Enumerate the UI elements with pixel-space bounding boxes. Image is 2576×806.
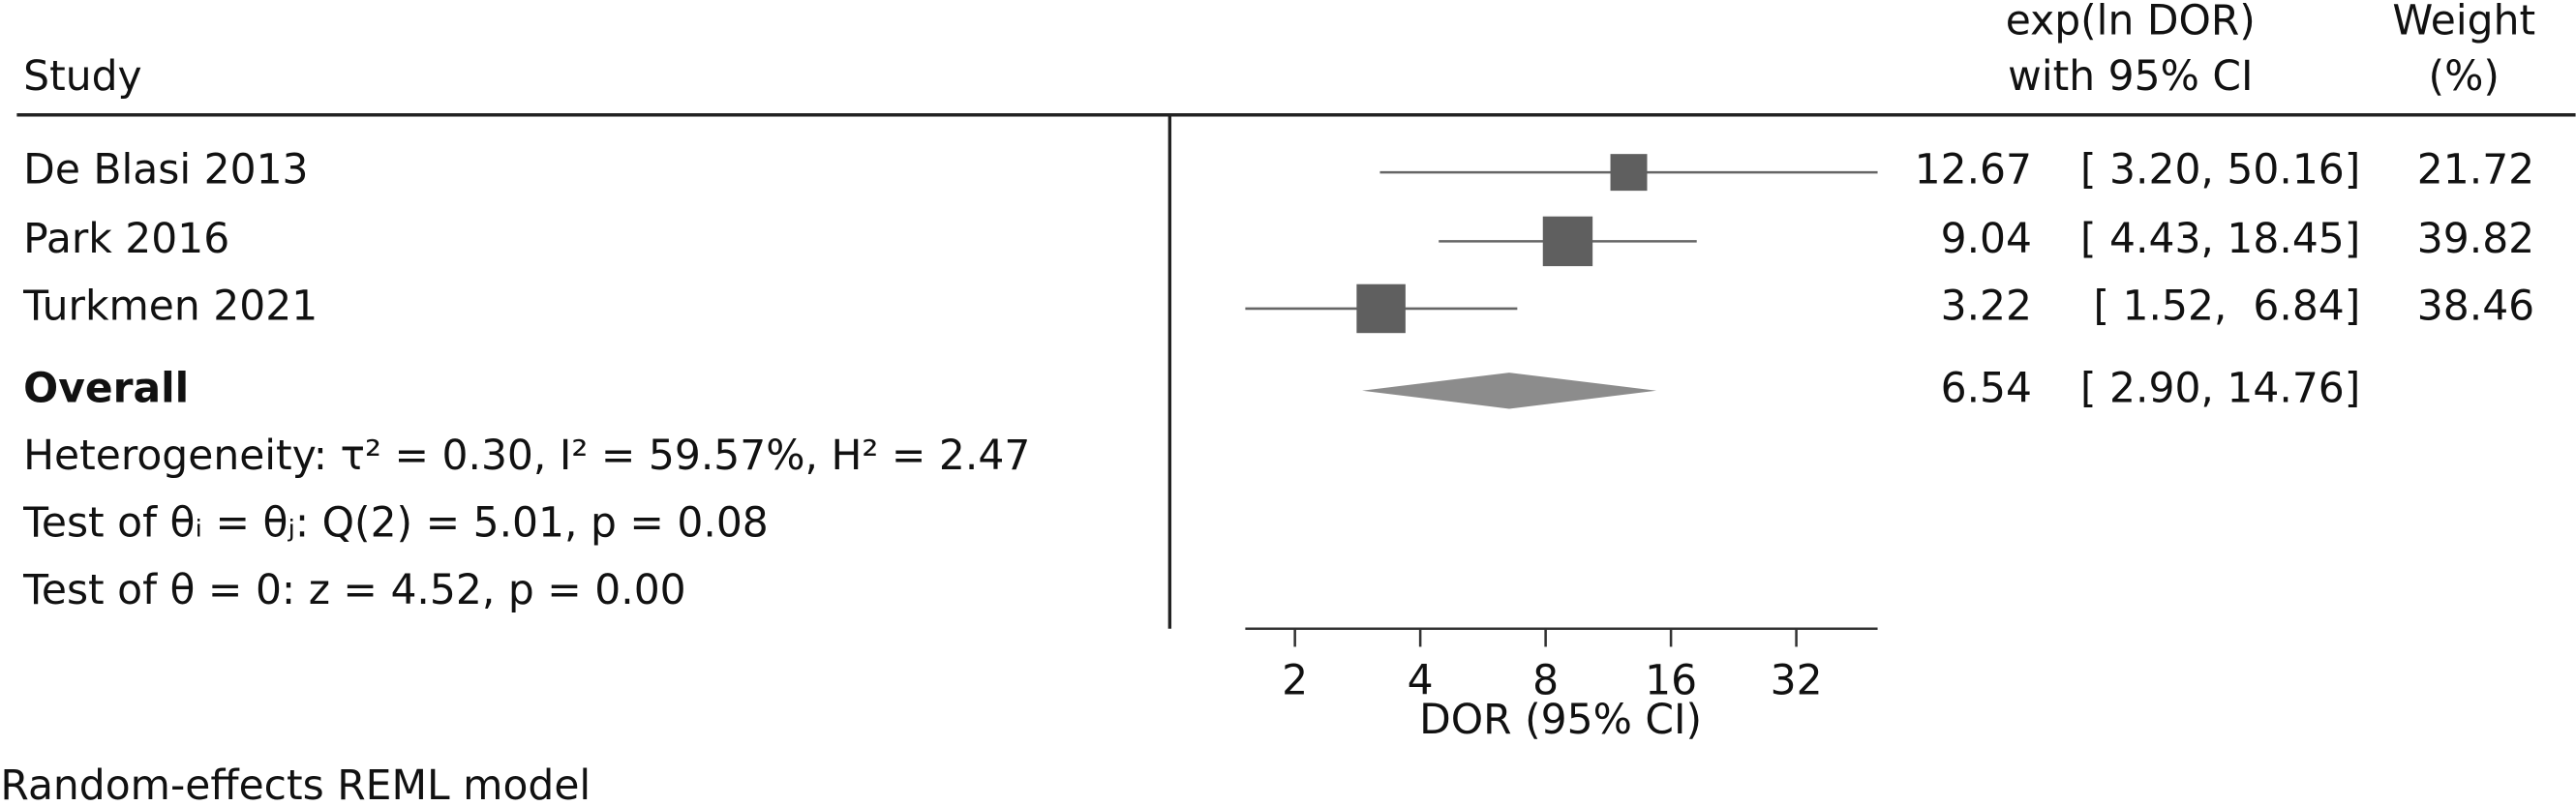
header-study: Study xyxy=(23,53,141,101)
study-label: Park 2016 xyxy=(23,216,229,263)
ci-label: [ 4.43, 18.45] xyxy=(2080,216,2360,263)
header-effect: exp(ln DOR) xyxy=(2006,0,2256,45)
overall-diamond xyxy=(1362,373,1657,409)
overall-ci: [ 2.90, 14.76] xyxy=(2080,365,2360,412)
estimate: 12.67 xyxy=(1915,147,2032,194)
x-tick-label: 4 xyxy=(1408,657,1434,704)
weight: 39.82 xyxy=(2417,216,2534,263)
test-note: Test of θ = 0: z = 4.52, p = 0.00 xyxy=(22,567,685,614)
x-axis-label: DOR (95% CI) xyxy=(1419,697,1702,744)
footnote: Random-effects REML model xyxy=(0,762,591,806)
weight: 38.46 xyxy=(2417,283,2534,330)
study-label: Turkmen 2021 xyxy=(22,283,318,330)
weight-square xyxy=(1610,154,1648,192)
estimate: 9.04 xyxy=(1941,216,2032,263)
test-note: Test of θᵢ = θⱼ: Q(2) = 5.01, p = 0.08 xyxy=(22,499,769,547)
x-tick-label: 2 xyxy=(1282,657,1308,704)
ci-label: [ 1.52, 6.84] xyxy=(2093,283,2360,330)
overall-estimate: 6.54 xyxy=(1941,365,2032,412)
x-tick-label: 8 xyxy=(1532,657,1559,704)
header-weight: Weight xyxy=(2392,0,2535,45)
weight-square xyxy=(1542,216,1593,267)
study-label: De Blasi 2013 xyxy=(23,147,308,194)
weight-square xyxy=(1356,284,1406,334)
overall-label: Overall xyxy=(23,365,189,412)
heterogeneity: Heterogeneity: τ² = 0.30, I² = 59.57%, H… xyxy=(23,433,1030,480)
x-tick-label: 16 xyxy=(1645,657,1697,704)
ci-label: [ 3.20, 50.16] xyxy=(2080,147,2360,194)
weight: 21.72 xyxy=(2417,147,2534,194)
x-tick-label: 32 xyxy=(1771,657,1823,704)
header-weight: (%) xyxy=(2429,53,2500,101)
estimate: 3.22 xyxy=(1941,283,2032,330)
header-effect: with 95% CI xyxy=(2008,53,2253,101)
